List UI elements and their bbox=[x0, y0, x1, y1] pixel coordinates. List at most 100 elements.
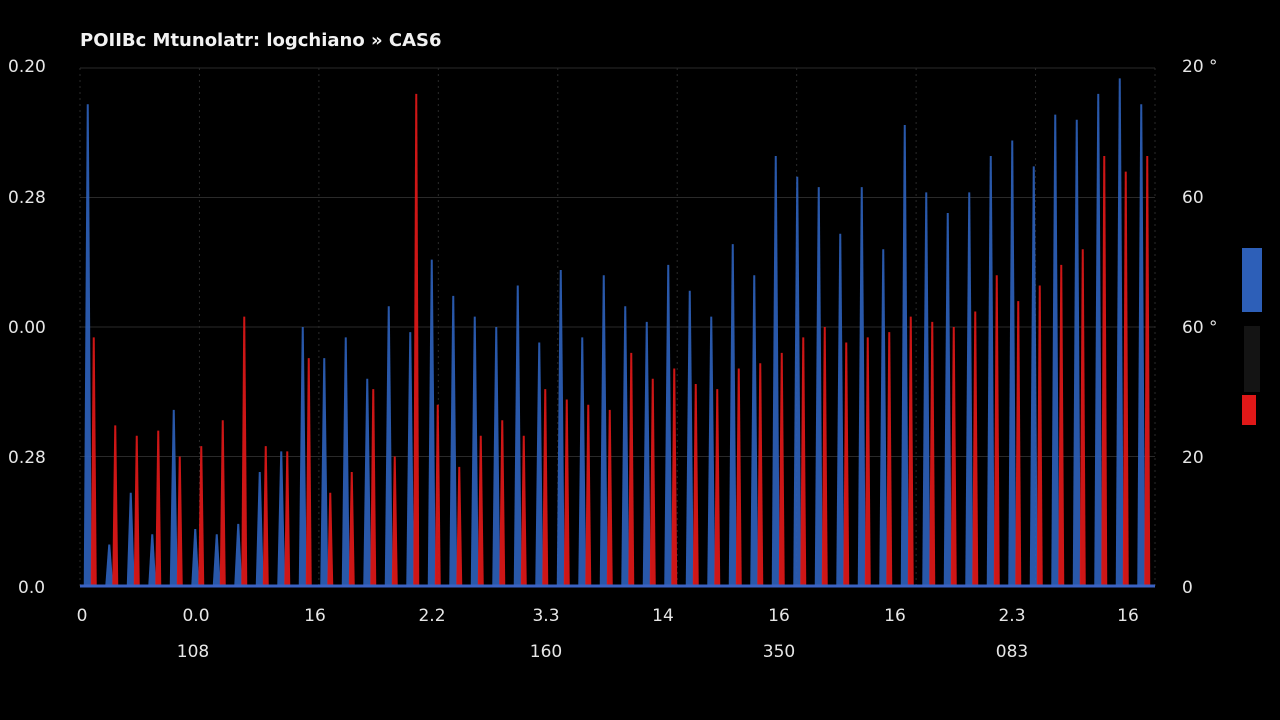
x-secondary-label-3: 350 bbox=[763, 642, 795, 662]
blue-spike bbox=[836, 233, 845, 586]
left-tick-4: 0.28 bbox=[8, 448, 46, 468]
blue-spike bbox=[900, 124, 909, 586]
red-spike bbox=[1122, 171, 1129, 586]
x-tick-3: 16 bbox=[304, 606, 326, 626]
blue-spike bbox=[363, 378, 372, 586]
blue-spike bbox=[320, 358, 329, 586]
blue-spike bbox=[664, 264, 673, 586]
right-tick-1: 20 ° bbox=[1182, 57, 1218, 77]
red-spike bbox=[219, 420, 226, 586]
red-spike bbox=[585, 404, 592, 586]
blue-spike bbox=[126, 492, 135, 586]
red-spike bbox=[1058, 264, 1065, 586]
blue-spike bbox=[621, 306, 630, 586]
red-spike bbox=[176, 456, 183, 586]
red-spike bbox=[714, 389, 721, 586]
chart-title: POIIBc Mtunolatr: logchiano » CAS6 bbox=[80, 30, 442, 51]
blue-spike bbox=[556, 270, 565, 586]
red-spike bbox=[305, 358, 312, 586]
blue-spike bbox=[728, 244, 737, 586]
red-spike bbox=[993, 275, 1000, 586]
blue-spike bbox=[492, 327, 501, 586]
x-secondary-label-4: 083 bbox=[996, 642, 1028, 662]
blue-spike bbox=[449, 295, 458, 586]
blue-spike bbox=[1115, 78, 1124, 587]
blue-spike bbox=[750, 275, 759, 586]
blue-spike bbox=[1072, 119, 1081, 587]
legend-swatch-red bbox=[1242, 395, 1256, 425]
red-spike bbox=[907, 316, 914, 586]
red-spike bbox=[735, 368, 742, 586]
x-secondary-label-1: 108 bbox=[177, 642, 209, 662]
blue-spike bbox=[513, 285, 522, 586]
red-spike bbox=[348, 472, 355, 586]
blue-spike bbox=[298, 327, 307, 586]
blue-spike bbox=[986, 156, 995, 586]
red-spike bbox=[391, 456, 398, 586]
blue-spike bbox=[384, 306, 393, 586]
red-spike bbox=[950, 327, 957, 586]
x-tick-4: 2.2 bbox=[418, 606, 445, 626]
red-spike bbox=[757, 363, 764, 586]
legend-gradient-strip bbox=[1244, 326, 1260, 392]
red-spike bbox=[1079, 249, 1086, 587]
red-spike bbox=[606, 409, 613, 586]
red-spike bbox=[241, 316, 248, 586]
x-tick-10: 16 bbox=[1117, 606, 1139, 626]
red-spike bbox=[692, 383, 699, 586]
right-tick-5: 0 bbox=[1182, 578, 1193, 598]
left-tick-2: 0.28 bbox=[8, 188, 46, 208]
red-spike bbox=[90, 337, 97, 586]
blue-spike bbox=[599, 275, 608, 586]
red-spike bbox=[155, 430, 162, 586]
blue-spike bbox=[1008, 140, 1017, 586]
x-tick-8: 16 bbox=[884, 606, 906, 626]
blue-spike bbox=[685, 290, 694, 586]
red-spike bbox=[1101, 156, 1108, 586]
red-spike bbox=[370, 389, 377, 586]
red-spike bbox=[520, 435, 527, 586]
red-spike bbox=[864, 337, 871, 586]
red-spike bbox=[413, 93, 420, 587]
red-spike bbox=[778, 352, 785, 586]
left-tick-3: 0.00 bbox=[8, 318, 46, 338]
red-spike bbox=[843, 342, 850, 586]
x-tick-6: 14 bbox=[652, 606, 674, 626]
left-tick-5: 0.0 bbox=[18, 578, 45, 598]
red-spike bbox=[542, 389, 549, 586]
red-spike bbox=[198, 446, 205, 586]
blue-spike bbox=[879, 249, 888, 587]
x-secondary-label-2: 160 bbox=[530, 642, 562, 662]
blue-spike bbox=[83, 104, 92, 586]
blue-spike bbox=[1051, 114, 1060, 587]
blue-spike bbox=[578, 337, 587, 586]
red-spike bbox=[133, 435, 140, 586]
blue-spike bbox=[943, 213, 952, 587]
series-blue bbox=[83, 78, 1146, 587]
red-spike bbox=[671, 368, 678, 586]
red-spike bbox=[821, 327, 828, 586]
right-tick-4: 20 bbox=[1182, 448, 1204, 468]
red-spike bbox=[886, 332, 893, 586]
blue-spike bbox=[427, 259, 436, 586]
blue-spike bbox=[470, 316, 479, 586]
red-spike bbox=[1036, 285, 1043, 586]
blue-spike bbox=[1029, 166, 1038, 587]
blue-spike bbox=[341, 337, 350, 586]
blue-spike bbox=[212, 534, 221, 586]
red-spike bbox=[628, 352, 635, 586]
red-spike bbox=[1144, 156, 1151, 586]
red-spike bbox=[499, 420, 506, 586]
blue-spike bbox=[857, 187, 866, 586]
blue-spike bbox=[707, 316, 716, 586]
blue-spike bbox=[148, 534, 157, 586]
blue-spike bbox=[169, 409, 178, 586]
right-tick-2: 60 bbox=[1182, 188, 1204, 208]
x-tick-1: 0 bbox=[77, 606, 88, 626]
legend-swatch-blue bbox=[1242, 248, 1262, 312]
red-spike bbox=[434, 404, 441, 586]
red-spike bbox=[649, 378, 656, 586]
red-spike bbox=[262, 446, 269, 586]
blue-spike bbox=[406, 332, 415, 586]
blue-spike bbox=[191, 529, 200, 586]
